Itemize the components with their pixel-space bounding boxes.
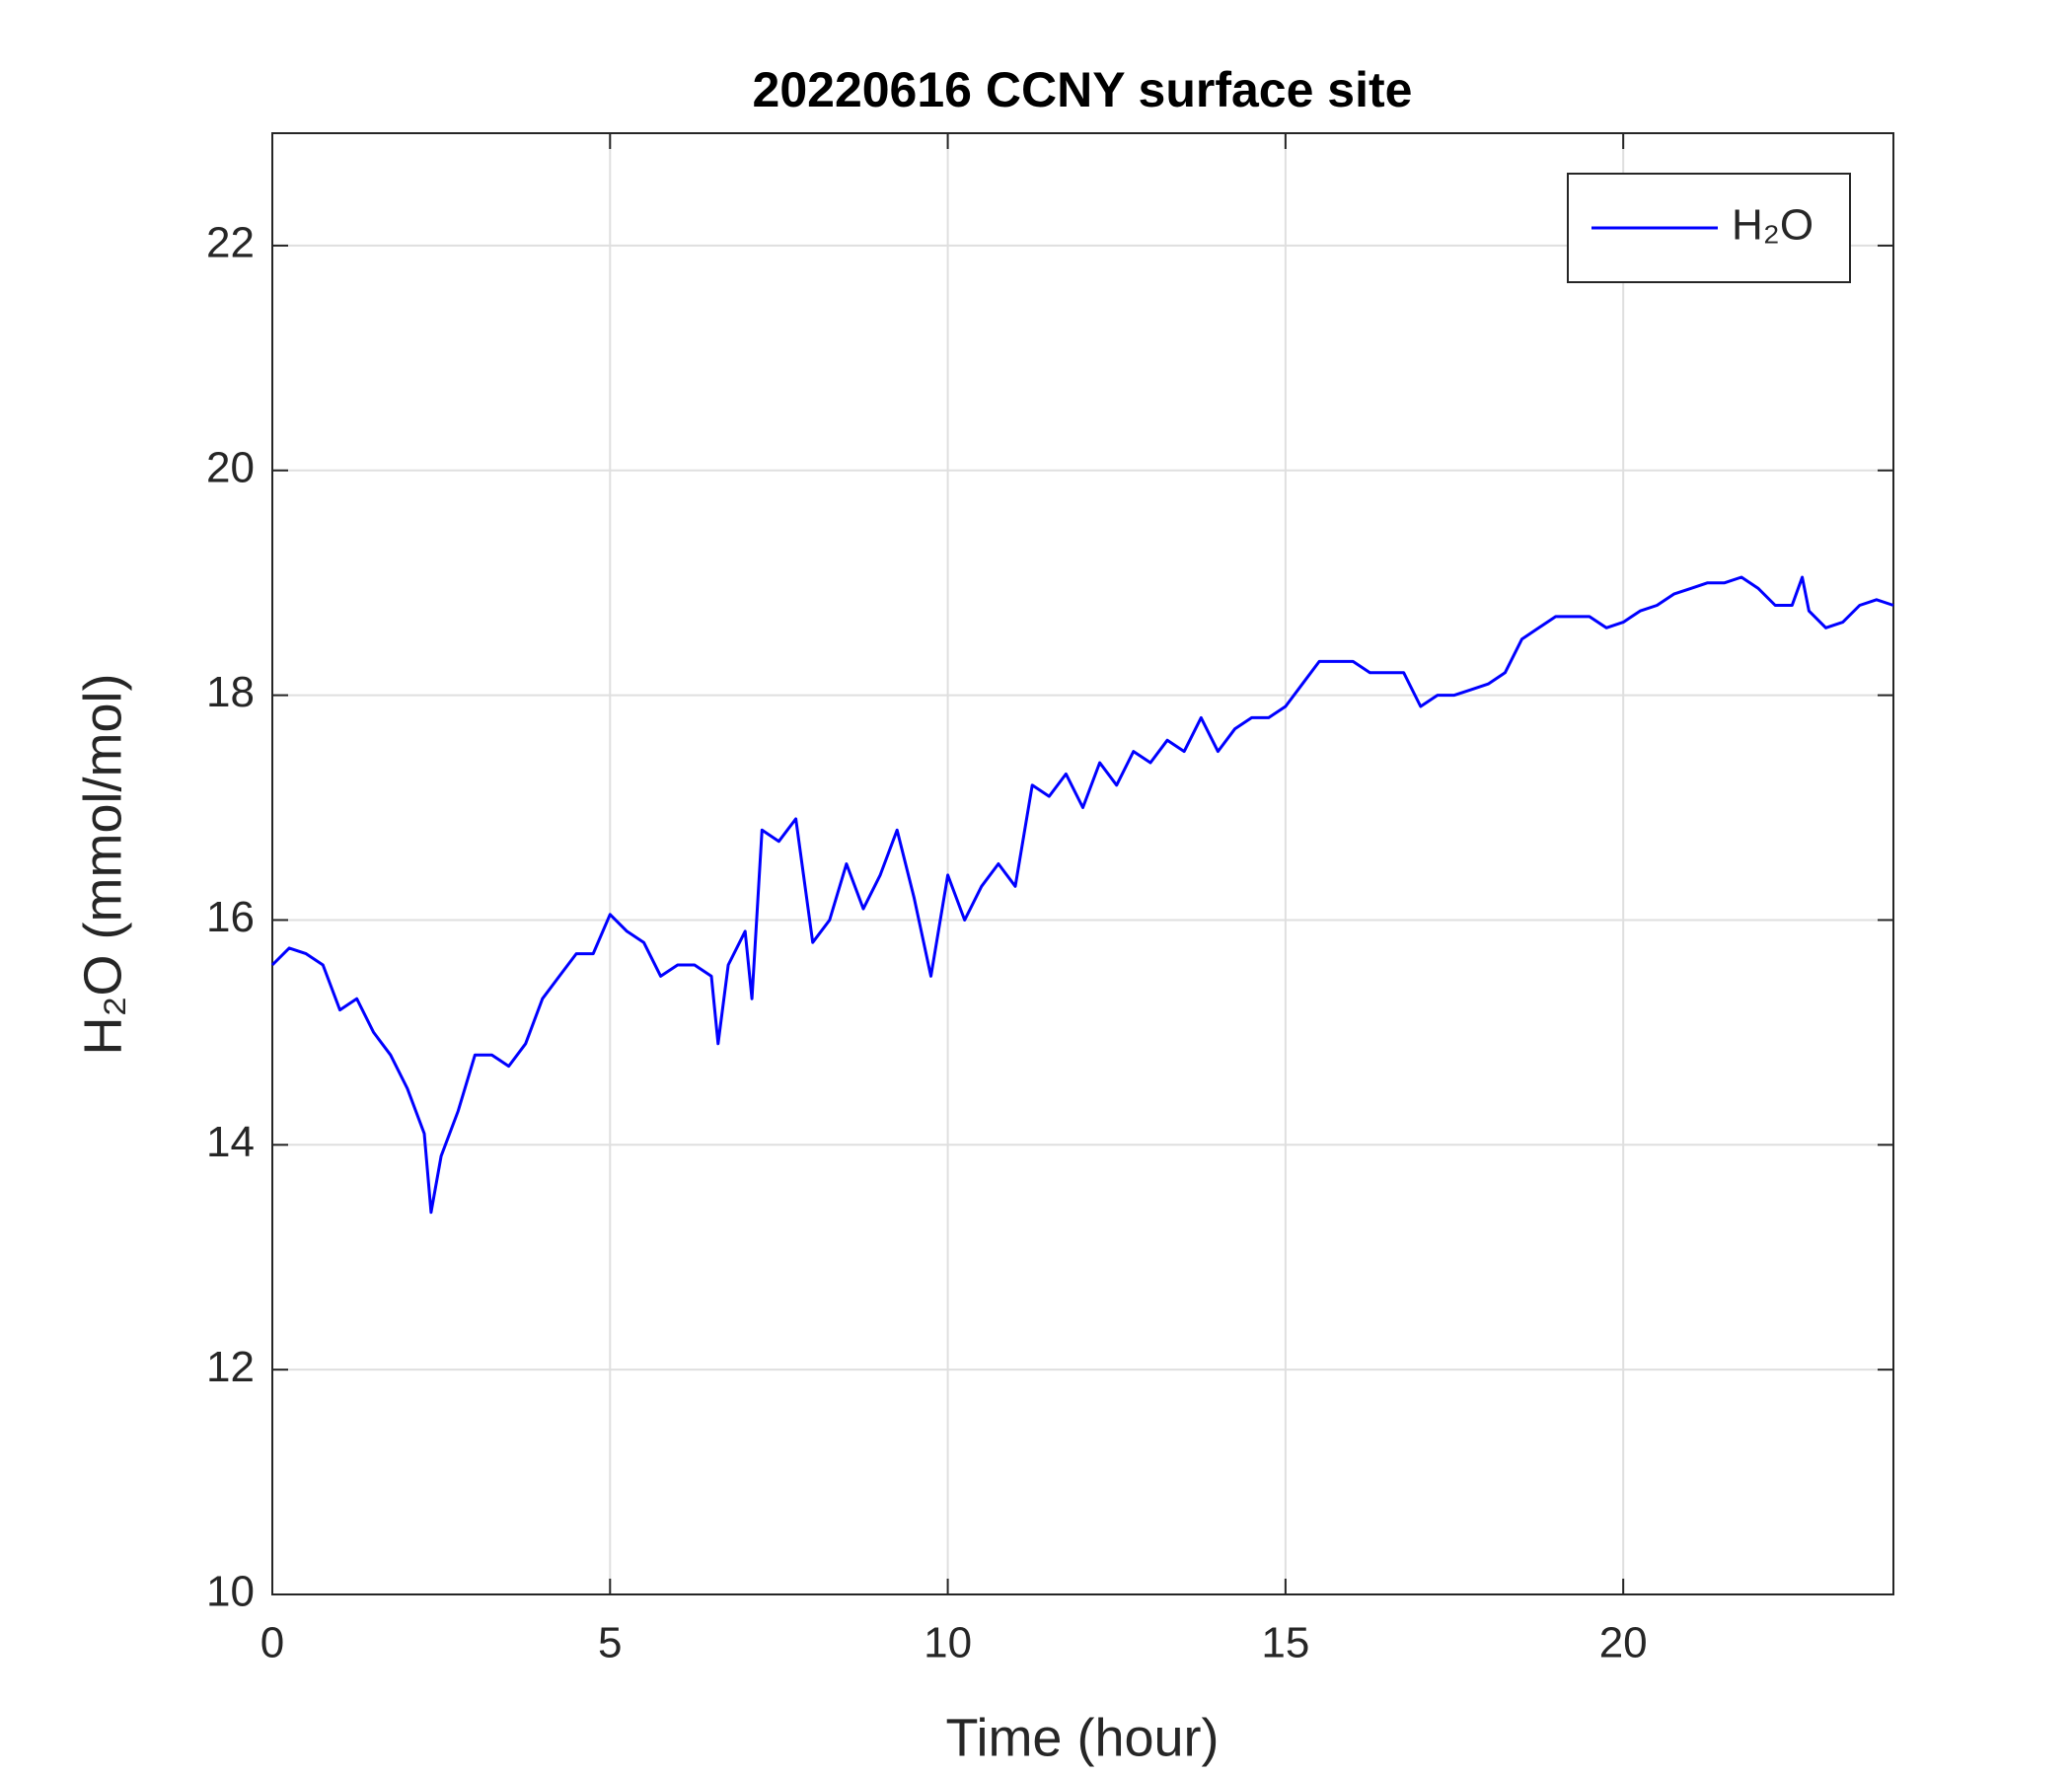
legend-label: H₂O	[1732, 201, 1813, 250]
x-tick-label: 15	[1261, 1619, 1309, 1667]
x-axis-label: Time (hour)	[945, 1708, 1219, 1767]
plot-frame	[271, 132, 1894, 1595]
y-tick-label: 18	[206, 668, 255, 716]
y-tick-label: 12	[206, 1343, 255, 1391]
y-tick-label: 20	[206, 443, 255, 491]
x-tick-label: 20	[1599, 1619, 1648, 1667]
x-tick-label: 0	[260, 1619, 284, 1667]
x-tick-label: 5	[598, 1619, 622, 1667]
x-tick-label: 10	[924, 1619, 972, 1667]
y-tick-label: 16	[206, 893, 255, 941]
y-tick-label: 14	[206, 1118, 255, 1166]
y-tick-label: 22	[206, 219, 255, 267]
data-line	[270, 575, 1894, 1215]
y-axis-label: H₂O (mmol/mol)	[73, 674, 132, 1056]
y-tick-label: 10	[206, 1568, 255, 1616]
chart-title: 20220616 CCNY surface site	[753, 62, 1413, 117]
